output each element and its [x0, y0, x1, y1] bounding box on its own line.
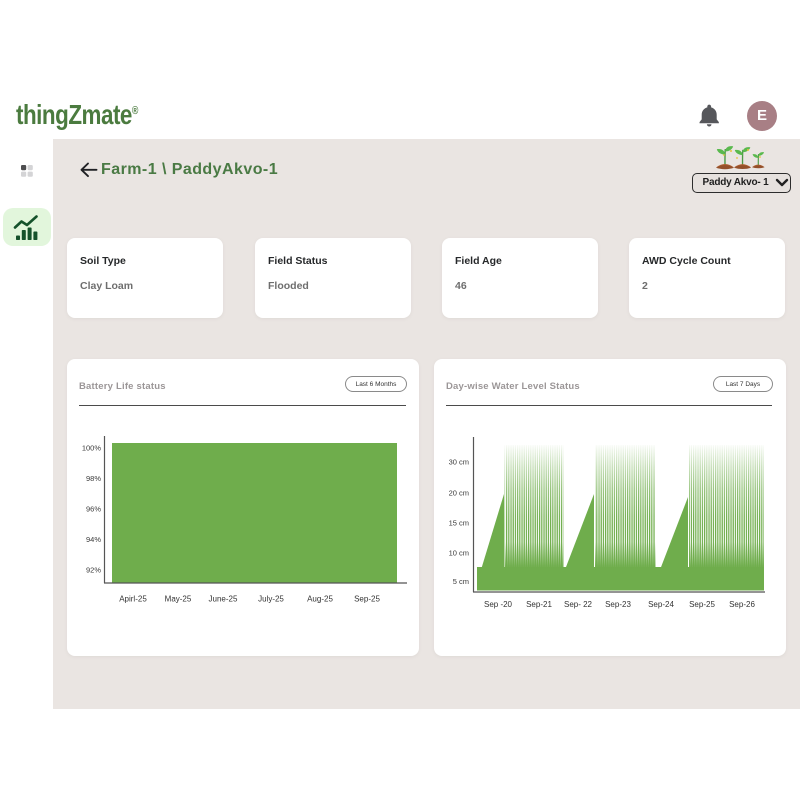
svg-text:Sep- 22: Sep- 22: [564, 600, 593, 609]
svg-text:Sep-24: Sep-24: [648, 600, 674, 609]
svg-text:June-25: June-25: [209, 595, 238, 604]
svg-text:100%: 100%: [82, 444, 102, 453]
svg-text:Sep-26: Sep-26: [729, 600, 755, 609]
svg-text:Sep-25: Sep-25: [354, 595, 380, 604]
svg-text:92%: 92%: [86, 566, 101, 575]
svg-text:July-25: July-25: [258, 595, 284, 604]
svg-text:Aug-25: Aug-25: [307, 595, 333, 604]
svg-text:Sep-25: Sep-25: [689, 600, 715, 609]
svg-text:98%: 98%: [86, 474, 101, 483]
svg-text:94%: 94%: [86, 535, 101, 544]
svg-text:20 cm: 20 cm: [449, 489, 469, 498]
svg-text:96%: 96%: [86, 505, 101, 514]
svg-text:10 cm: 10 cm: [449, 549, 469, 558]
svg-text:Sep-21: Sep-21: [526, 600, 552, 609]
svg-text:Sep-23: Sep-23: [605, 600, 631, 609]
svg-text:May-25: May-25: [165, 595, 192, 604]
svg-text:Apirl-25: Apirl-25: [119, 595, 147, 604]
svg-text:5 cm: 5 cm: [453, 577, 469, 586]
svg-text:Sep -20: Sep -20: [484, 600, 513, 609]
svg-text:15 cm: 15 cm: [449, 519, 469, 528]
svg-text:30 cm: 30 cm: [449, 458, 469, 467]
